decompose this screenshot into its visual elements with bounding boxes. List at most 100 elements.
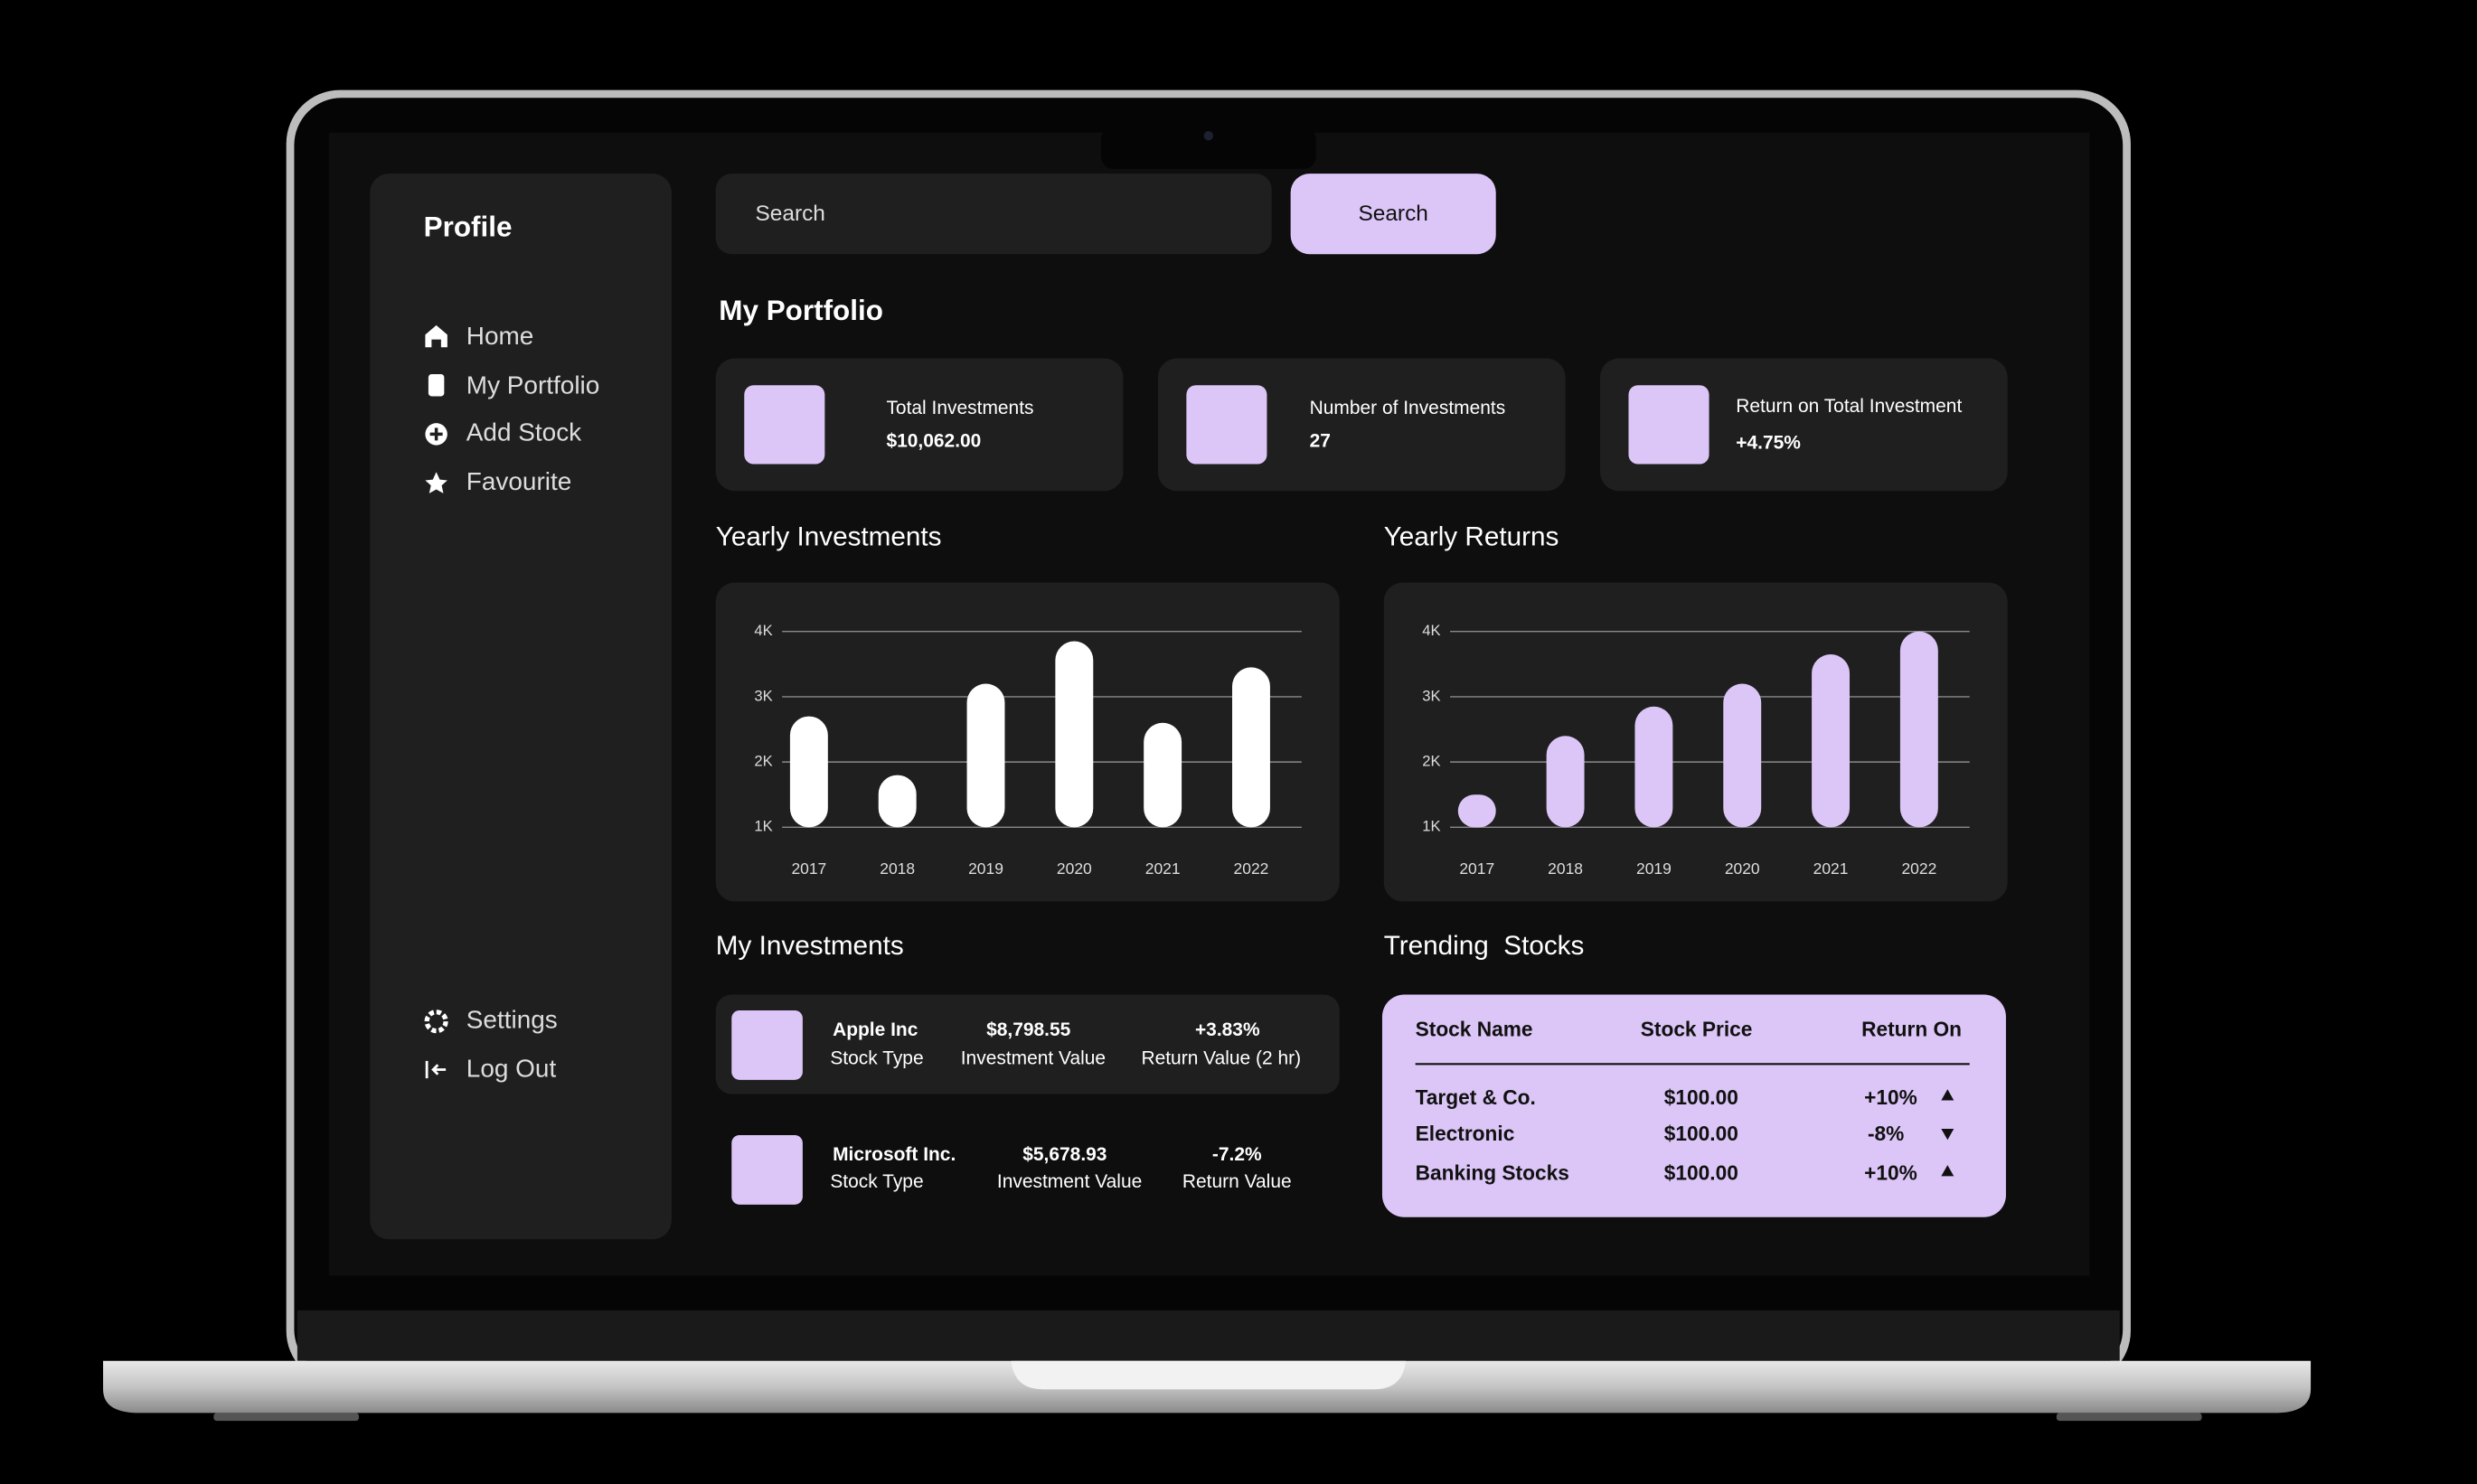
investment-value: $8,798.55 [986, 1019, 1071, 1040]
x-tick-label: 2020 [1057, 859, 1092, 878]
card-icon [1186, 385, 1267, 465]
bar [1634, 706, 1673, 828]
add-icon-plus [429, 427, 443, 441]
stock-return: +10% [1864, 1161, 1917, 1185]
up-arrow [1941, 1089, 1954, 1101]
x-tick-label: 2017 [1459, 859, 1494, 878]
stock-price: $100.00 [1664, 1085, 1738, 1109]
portfolio-icon [428, 373, 445, 397]
bar [1812, 653, 1851, 828]
y-tick-label: 3K [754, 687, 772, 704]
search-input[interactable] [715, 174, 1272, 255]
search-placeholder: Search [755, 202, 824, 226]
card: Number of Investments 27 [1157, 358, 1566, 492]
y-tick-label: 3K [1422, 687, 1440, 704]
stock-price: $100.00 [1664, 1161, 1738, 1185]
y-tick-label: 4K [1422, 622, 1440, 639]
column-header: Return On [1861, 1018, 1962, 1041]
nav-item[interactable]: Favourite [466, 467, 571, 495]
investment-value-caption: Investment Value [961, 1048, 1106, 1069]
chart-title: Yearly Returns [1384, 522, 1559, 552]
settings-icon [424, 1010, 448, 1034]
investment-return-caption: Return Value [1182, 1171, 1292, 1192]
nav-item[interactable]: Home [466, 322, 534, 350]
bar [1723, 683, 1762, 828]
bar [1232, 667, 1270, 828]
stock-name: Electronic [1416, 1122, 1515, 1145]
y-tick-label: 2K [1422, 753, 1440, 770]
investment-type: Stock Type [830, 1048, 923, 1069]
column-header: Stock Price [1641, 1018, 1753, 1041]
card-value: +4.75% [1736, 432, 1801, 453]
investment-return: -7.2% [1212, 1144, 1262, 1165]
investment-return: +3.83% [1195, 1019, 1260, 1040]
nav-item[interactable]: My Portfolio [466, 371, 600, 399]
search-button[interactable] [1290, 174, 1496, 255]
hinge [297, 1310, 2120, 1361]
thumb-notch [1011, 1360, 1407, 1390]
x-tick-label: 2018 [1548, 859, 1583, 878]
up-arrow [1941, 1165, 1954, 1177]
investment-value: $5,678.93 [1022, 1144, 1107, 1165]
card-value: $10,062.00 [886, 431, 981, 452]
y-tick-label: 1K [1422, 818, 1440, 835]
investment-icon [731, 1134, 803, 1205]
bar [1457, 794, 1496, 828]
card-label: Return on Total Investment [1736, 396, 1962, 417]
section-title: My Investments [716, 931, 904, 961]
card-icon [1628, 385, 1709, 465]
bar [966, 683, 1005, 828]
chart-panel [715, 582, 1340, 902]
y-tick-label: 2K [754, 753, 772, 770]
x-tick-label: 2022 [1901, 859, 1936, 878]
nav-item[interactable]: Add Stock [466, 418, 582, 446]
investment-value-caption: Investment Value [997, 1171, 1142, 1192]
bar [878, 775, 917, 828]
home-icon [425, 324, 447, 348]
nav-item[interactable]: Settings [466, 1006, 558, 1034]
logout-icon [425, 1060, 447, 1079]
stock-return: +10% [1864, 1085, 1917, 1109]
bar [1546, 736, 1585, 828]
profile-title: Profile [424, 211, 513, 243]
y-tick-label: 4K [754, 622, 772, 639]
card: Total Investments $10,062.00 [715, 358, 1124, 492]
investment-name: Apple Inc [833, 1019, 918, 1040]
search-button-label: Search [1358, 202, 1427, 226]
foot [213, 1413, 360, 1422]
x-tick-label: 2020 [1725, 859, 1760, 878]
card-label: Total Investments [886, 398, 1033, 418]
investment-return-caption: Return Value (2 hr) [1141, 1048, 1301, 1069]
nav-item[interactable]: Log Out [466, 1055, 557, 1083]
x-tick-label: 2017 [791, 859, 826, 878]
charts: 1K 2K 3K 4K 2017 2018 2019 2020 2021 2022 1K 2K 3K 4K… [754, 622, 1970, 878]
investment-icon [731, 1010, 803, 1080]
x-tick-label: 2021 [1145, 859, 1181, 878]
star-icon [425, 472, 447, 493]
trending-panel [1381, 994, 2006, 1217]
section-title: My Portfolio [719, 295, 883, 326]
bar [789, 716, 828, 828]
bar [1144, 722, 1182, 828]
investment-name: Microsoft Inc. [833, 1144, 956, 1165]
chart-panel [1383, 582, 2008, 902]
stock-name: Target & Co. [1416, 1085, 1536, 1109]
down-arrow [1941, 1128, 1954, 1141]
card: Return on Total Investment +4.75% [1600, 358, 2008, 492]
x-tick-label: 2018 [880, 859, 915, 878]
x-tick-label: 2022 [1234, 859, 1269, 878]
bar [1899, 631, 1938, 828]
x-tick-label: 2019 [1636, 859, 1672, 878]
investment-row-bg [715, 994, 1340, 1094]
notch [1101, 126, 1316, 169]
x-tick-label: 2021 [1813, 859, 1849, 878]
investment-type: Stock Type [830, 1171, 923, 1192]
card-value: 27 [1310, 431, 1331, 452]
camera [1203, 130, 1214, 141]
x-tick-label: 2019 [968, 859, 1003, 878]
foot [2056, 1413, 2202, 1422]
bar [1055, 641, 1094, 828]
chart-title: Yearly Investments [716, 522, 942, 552]
